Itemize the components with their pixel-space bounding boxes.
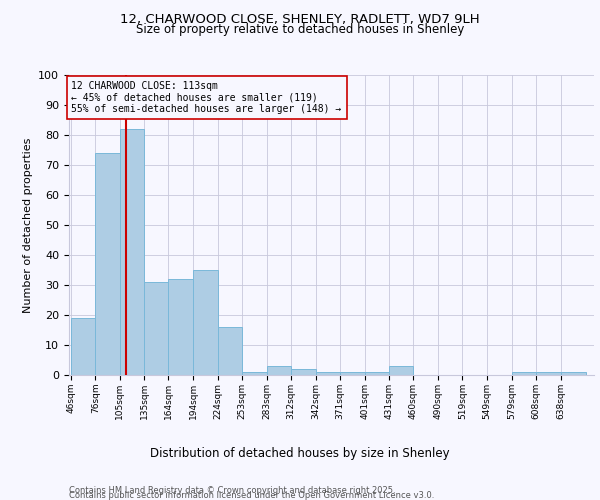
Bar bbox=[145, 282, 169, 375]
Bar bbox=[71, 318, 95, 375]
Bar bbox=[242, 372, 267, 375]
Y-axis label: Number of detached properties: Number of detached properties bbox=[23, 138, 33, 312]
Bar bbox=[95, 153, 119, 375]
Bar bbox=[365, 372, 389, 375]
Bar bbox=[267, 366, 291, 375]
Bar bbox=[561, 372, 586, 375]
Bar bbox=[218, 327, 242, 375]
Bar bbox=[512, 372, 536, 375]
Bar bbox=[536, 372, 561, 375]
Bar bbox=[389, 366, 413, 375]
Text: Size of property relative to detached houses in Shenley: Size of property relative to detached ho… bbox=[136, 22, 464, 36]
Bar bbox=[169, 279, 193, 375]
Bar bbox=[291, 369, 316, 375]
Text: 12 CHARWOOD CLOSE: 113sqm
← 45% of detached houses are smaller (119)
55% of semi: 12 CHARWOOD CLOSE: 113sqm ← 45% of detac… bbox=[71, 81, 342, 114]
Bar bbox=[340, 372, 365, 375]
Text: Contains HM Land Registry data © Crown copyright and database right 2025.: Contains HM Land Registry data © Crown c… bbox=[69, 486, 395, 495]
Bar bbox=[193, 270, 218, 375]
Bar bbox=[119, 129, 145, 375]
Bar bbox=[316, 372, 340, 375]
Text: Distribution of detached houses by size in Shenley: Distribution of detached houses by size … bbox=[150, 448, 450, 460]
Text: Contains public sector information licensed under the Open Government Licence v3: Contains public sector information licen… bbox=[69, 491, 434, 500]
Text: 12, CHARWOOD CLOSE, SHENLEY, RADLETT, WD7 9LH: 12, CHARWOOD CLOSE, SHENLEY, RADLETT, WD… bbox=[120, 12, 480, 26]
